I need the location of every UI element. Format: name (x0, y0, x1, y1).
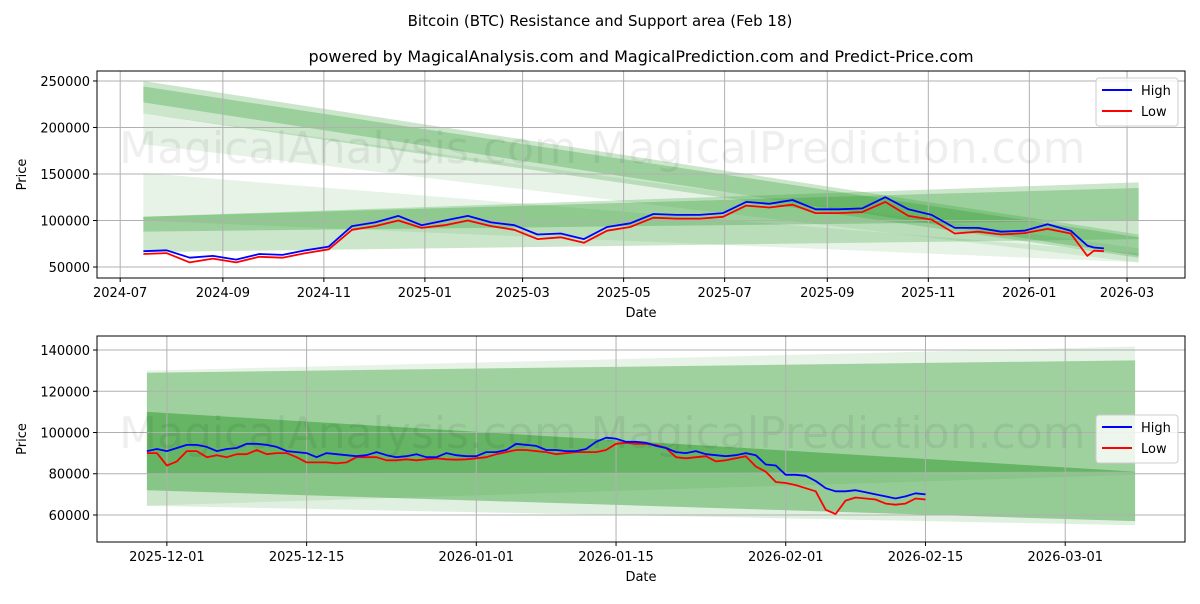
band-area (146, 360, 1136, 474)
band-area (143, 173, 1139, 263)
x-tick-label: 2025-11 (901, 286, 955, 301)
x-tick-label: 2025-03 (495, 286, 549, 301)
x-tick-label: 2025-01 (398, 286, 452, 301)
x-tick-label: 2025-09 (800, 286, 854, 301)
watermark: MagicalPrediction.com (591, 408, 1086, 459)
y-tick-label: 120000 (40, 385, 90, 400)
series-line-low (143, 200, 1104, 264)
x-tick-label: 2026-01 (1002, 286, 1056, 301)
y-tick-label: 80000 (49, 468, 90, 483)
y-axis-label: Price (15, 159, 30, 191)
x-tick-label: 2026-02-01 (748, 550, 824, 565)
y-tick-label: 200000 (40, 121, 90, 136)
y-tick-label: 60000 (49, 509, 90, 524)
legend-label-low: Low (1141, 442, 1167, 457)
y-axis-label: Price (15, 423, 30, 455)
y-tick-label: 100000 (40, 427, 90, 442)
legend: High Low (1095, 414, 1179, 464)
watermark: MagicalAnalysis.com (119, 123, 577, 174)
x-tick-label: 2026-01-01 (439, 550, 515, 565)
series-line-low (146, 441, 926, 515)
x-tick-label: 2024-11 (297, 286, 351, 301)
y-tick-label: 140000 (40, 344, 90, 359)
x-tick-label: 2026-03-01 (1027, 550, 1103, 565)
band-area (143, 80, 1139, 258)
x-tick-label: 2026-02-15 (888, 550, 964, 565)
legend: High Low (1095, 77, 1179, 127)
series-line-high (143, 196, 1104, 261)
legend-label-high: High (1141, 84, 1171, 99)
plot-frame (96, 335, 1186, 543)
y-tick-label: 150000 (40, 168, 90, 183)
series-line-high (146, 436, 926, 500)
x-tick-label: 2025-05 (596, 286, 650, 301)
band-area (146, 411, 1136, 522)
x-tick-label: 2024-09 (196, 286, 250, 301)
band-area (146, 346, 1136, 506)
y-tick-label: 100000 (40, 215, 90, 230)
y-tick-label: 250000 (40, 75, 90, 90)
x-tick-label: 2025-07 (697, 286, 751, 301)
chart-subtitle: powered by MagicalAnalysis.com and Magic… (308, 47, 973, 66)
band-area (143, 86, 1139, 256)
x-tick-label: 2026-01-15 (578, 550, 654, 565)
plot-frame (96, 70, 1186, 279)
band-area (143, 113, 1139, 263)
x-tick-label: 2025-12-01 (129, 550, 205, 565)
y-tick-label: 50000 (49, 261, 90, 276)
x-axis-label: Date (625, 570, 656, 585)
x-tick-label: 2026-03 (1100, 286, 1154, 301)
chart-title: Bitcoin (BTC) Resistance and Support are… (408, 12, 793, 30)
x-tick-label: 2025-12-15 (269, 550, 345, 565)
x-tick-label: 2024-07 (93, 286, 147, 301)
bottom-chart: 2025-12-01 2025-12-15 2026-01-01 2026-01-15… (15, 335, 1186, 585)
legend-label-low: Low (1141, 105, 1167, 120)
watermark: MagicalPrediction.com (591, 123, 1086, 174)
legend-label-high: High (1141, 421, 1171, 436)
x-axis-label: Date (625, 306, 656, 321)
top-chart: 2024-07 2024-09 2024-11 2025-01 2025-03 2025-… (15, 70, 1186, 321)
